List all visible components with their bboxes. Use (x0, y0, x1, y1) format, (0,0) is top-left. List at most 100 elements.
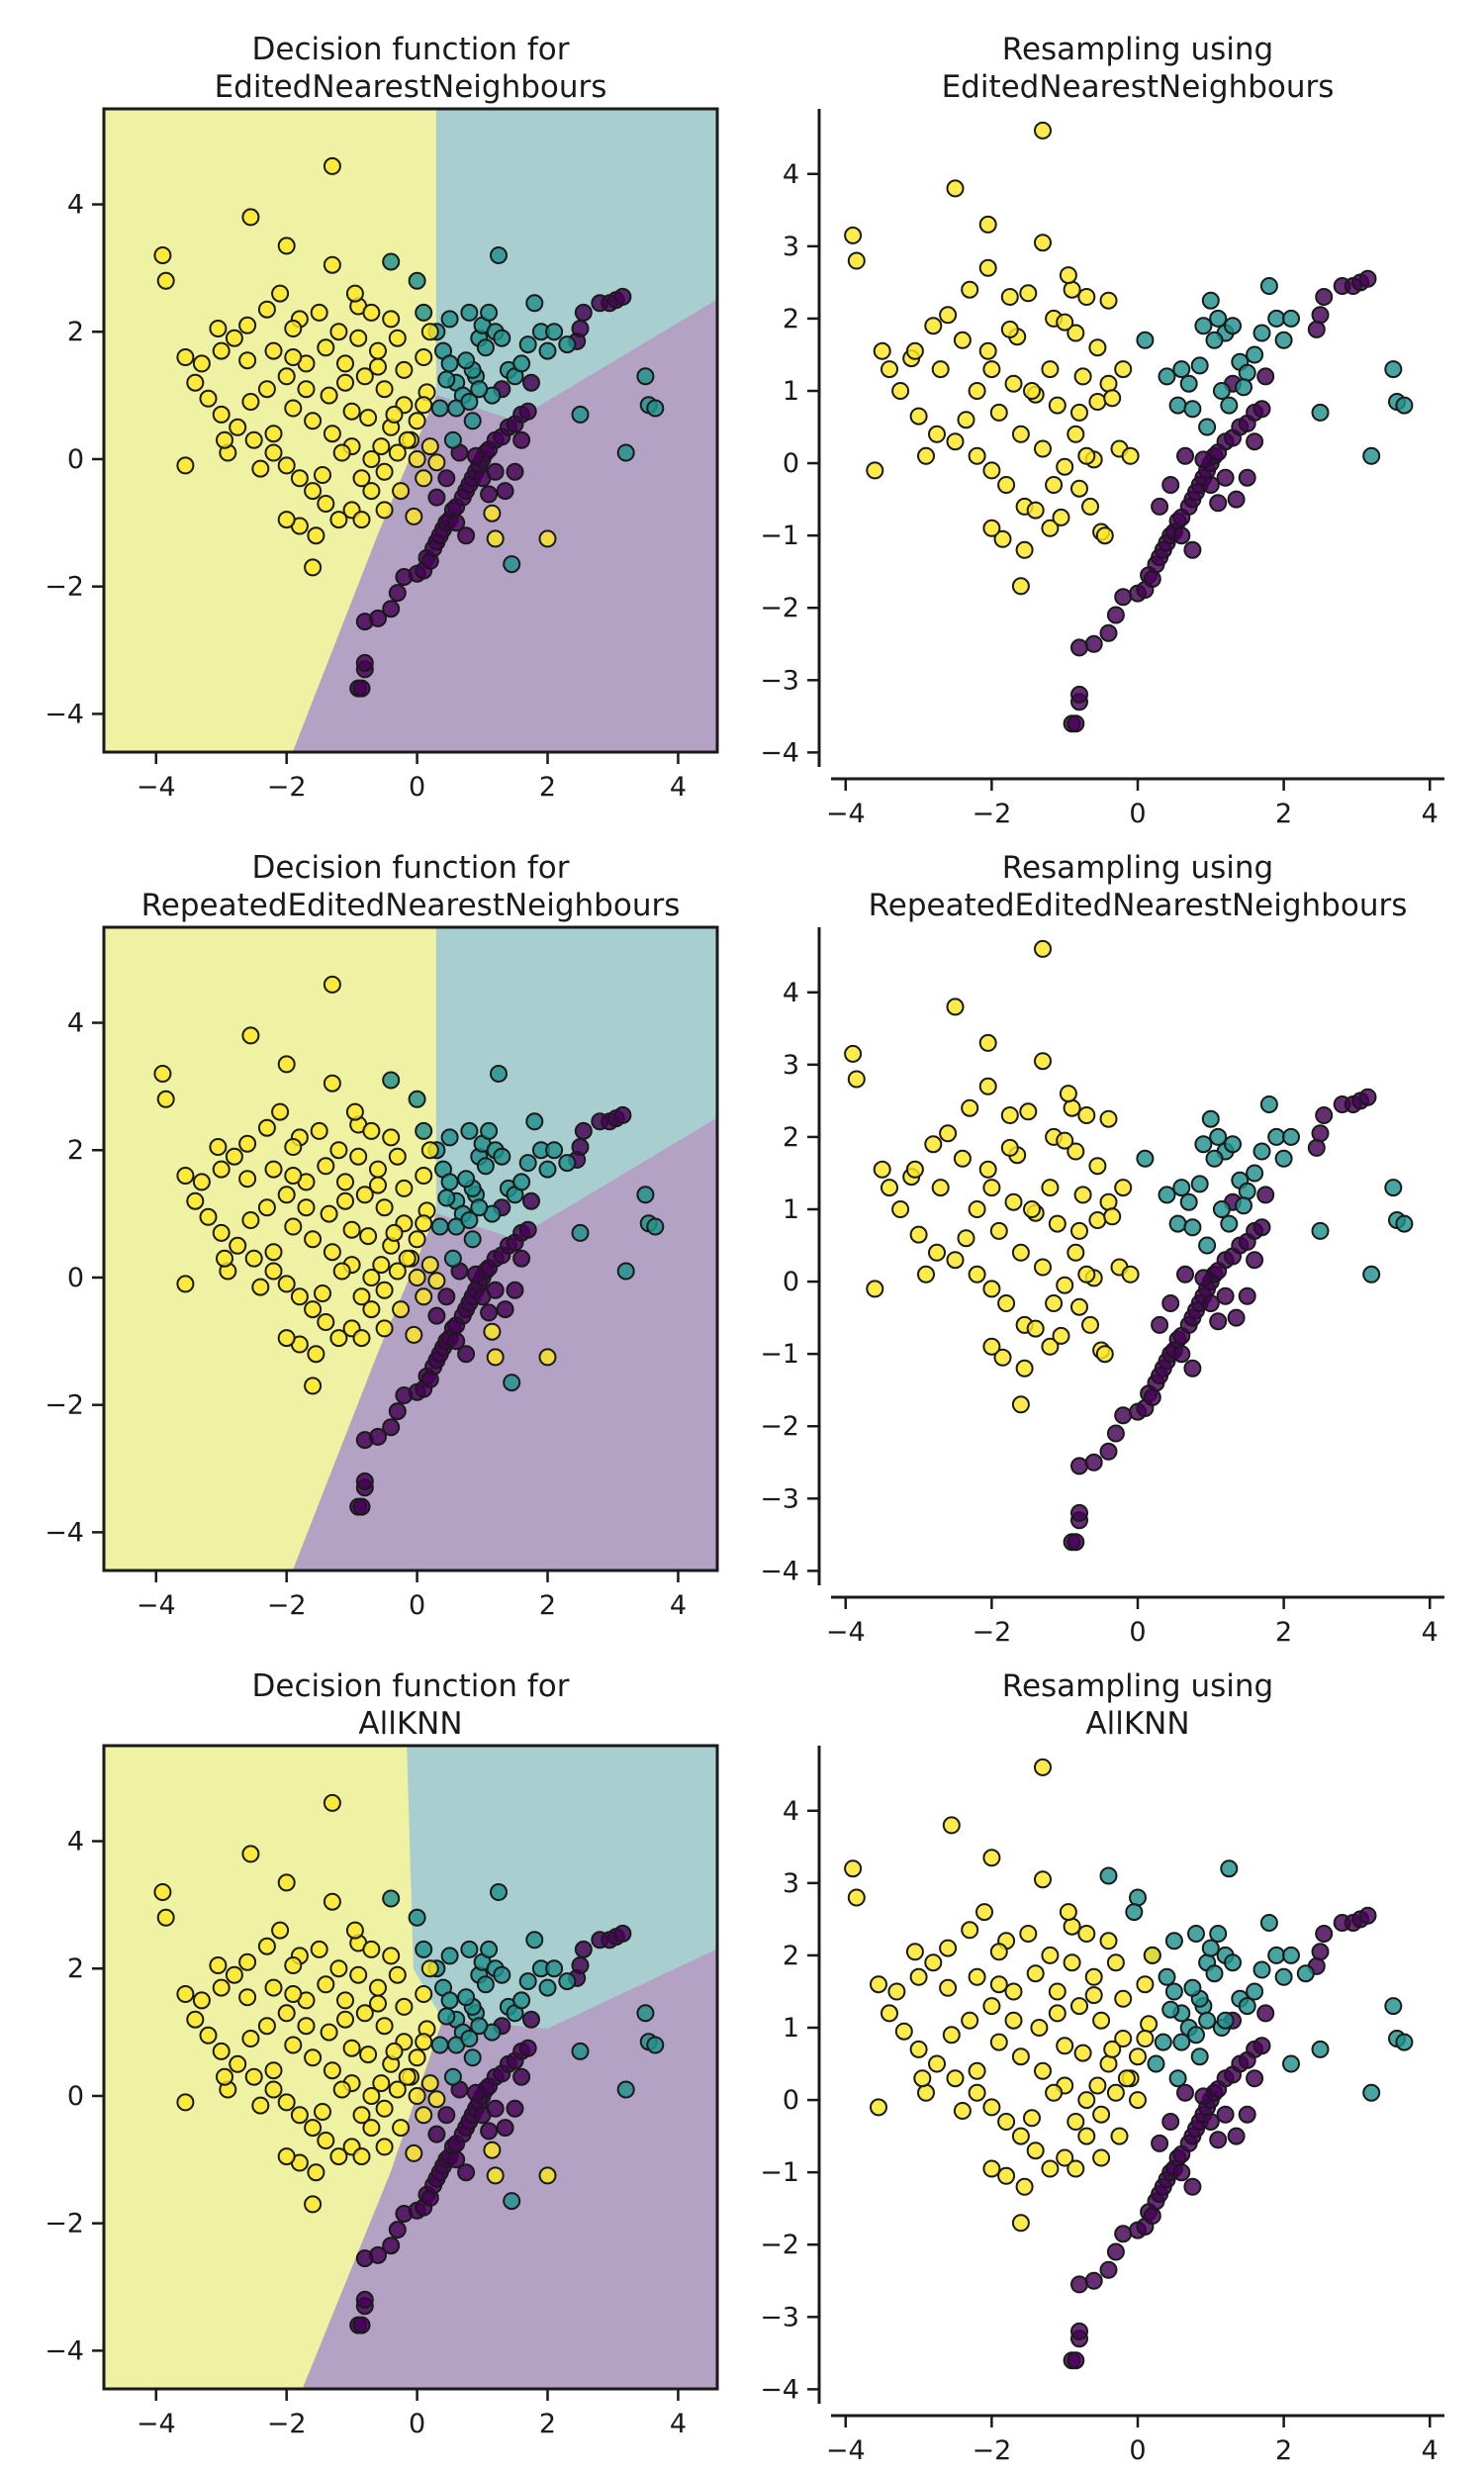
data-point-b (1259, 277, 1278, 295)
data-point-b (415, 303, 433, 322)
data-point-a (1114, 1406, 1133, 1425)
data-point-c (1059, 1903, 1077, 1922)
data-point-c (317, 1975, 335, 1994)
x-tick-label: 2 (539, 772, 556, 803)
panel-edited-nn-decision: Decision function for EditedNearestNeigh… (45, 32, 719, 803)
data-point-a (1151, 2134, 1169, 2152)
data-point-c (199, 389, 218, 408)
data-point-b (490, 1883, 508, 1901)
data-point-b (1179, 374, 1198, 393)
data-point-c (264, 443, 283, 462)
data-point-c (1015, 540, 1034, 559)
data-point-c (420, 323, 439, 341)
data-point-b (490, 246, 508, 264)
data-point-a (518, 2039, 537, 2057)
data-point-a (1067, 714, 1085, 733)
data-point-a (613, 1924, 632, 1943)
data-point-c (216, 2067, 233, 2086)
data-point-b (382, 252, 401, 271)
data-point-b (1190, 356, 1209, 375)
data-point-c (238, 351, 257, 370)
data-point-c (323, 425, 341, 443)
data-point-c (420, 1256, 439, 1275)
data-point-c (1000, 320, 1019, 338)
data-point-c (332, 443, 351, 462)
data-point-c (212, 341, 231, 360)
data-point-b (430, 399, 449, 418)
data-point-c (420, 2074, 439, 2093)
data-point-c (1011, 2214, 1030, 2233)
data-point-b (470, 2017, 489, 2036)
data-point-c (251, 459, 270, 478)
data-point-a (1216, 2105, 1235, 2124)
data-point-c (336, 1991, 354, 2010)
data-point-c (336, 2010, 354, 2029)
panel-allknn-resampling: Resampling using AllKNN −4 −2 0 2 4 −4 −3 −2 −1 0… (760, 1668, 1444, 2466)
data-point-c (257, 380, 276, 399)
panel-allknn-decision: Decision function for AllKNN −4 −2 0 2 4 −4 −2… (45, 1668, 719, 2439)
data-point-c (905, 341, 924, 360)
data-point-a (1238, 1286, 1256, 1305)
data-point-c (323, 1243, 341, 1262)
data-point-a (512, 430, 531, 449)
data-point-a (1114, 588, 1133, 607)
data-point-b (430, 1217, 449, 1236)
data-point-b (571, 405, 590, 424)
data-point-b (1246, 1164, 1264, 1183)
data-point-c (1077, 446, 1096, 465)
data-point-c (982, 2098, 1001, 2117)
data-point-a (1209, 1312, 1228, 1331)
data-point-c (427, 453, 446, 472)
data-point-c (284, 1138, 303, 1156)
data-point-a (355, 1472, 374, 1490)
data-point-c (1136, 2030, 1155, 2047)
axes-frame (102, 1744, 719, 2391)
data-point-c (1063, 1098, 1081, 1117)
data-point-b (1183, 1218, 1202, 1237)
data-point-c (1140, 2015, 1159, 2034)
data-point-b (1168, 1214, 1187, 1233)
data-point-b (1395, 1214, 1414, 1233)
data-point-c (978, 1033, 997, 1052)
data-point-b (1190, 2047, 1209, 2066)
data-point-c (486, 1348, 505, 1367)
data-point-c (486, 2166, 505, 2185)
data-point-a (1311, 1943, 1330, 1961)
data-point-a (1201, 1294, 1220, 1312)
data-point-b (1274, 1967, 1293, 1986)
data-point-c (375, 501, 394, 520)
x-tick-label: −2 (267, 1590, 307, 1621)
data-point-c (997, 1294, 1016, 1312)
data-point-c (870, 1975, 887, 1994)
data-point-c (887, 1982, 906, 2001)
y-tick-label: −4 (760, 1556, 799, 1586)
data-point-c (264, 1160, 283, 1179)
data-point-c (304, 2048, 323, 2067)
data-point-c (355, 2004, 374, 2023)
data-point-c (297, 2017, 316, 2036)
data-point-c (1081, 497, 1099, 516)
data-point-c (939, 306, 958, 325)
data-point-c (1103, 2040, 1122, 2058)
y-tick-label: −2 (45, 2209, 84, 2239)
data-point-c (225, 1965, 243, 1984)
data-point-c (264, 425, 283, 443)
data-point-a (1176, 446, 1194, 465)
data-point-b (616, 1262, 635, 1281)
panel-title-line: Decision function for (252, 32, 570, 67)
x-tick-label: 2 (539, 2409, 556, 2439)
data-point-c (186, 373, 205, 392)
data-point-a (1311, 1124, 1330, 1143)
data-point-b (503, 1374, 521, 1392)
data-point-b (493, 1965, 511, 1984)
data-point-b (503, 2192, 521, 2211)
data-point-b (476, 338, 495, 357)
data-point-c (264, 1978, 283, 1997)
data-point-c (257, 2017, 276, 2036)
data-point-c (427, 2090, 446, 2109)
data-point-c (241, 2030, 260, 2047)
data-point-c (1048, 1214, 1067, 1233)
data-point-b (460, 1121, 479, 1140)
data-point-c (212, 2042, 231, 2060)
